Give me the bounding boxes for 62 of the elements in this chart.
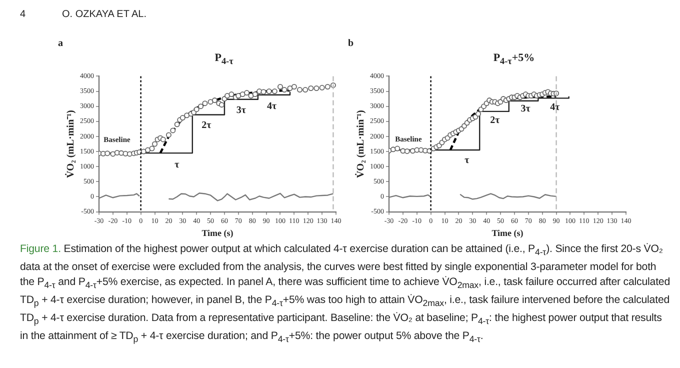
annotation: 2τ (202, 120, 212, 132)
text: O. OZKAYA ET AL. (62, 9, 146, 20)
point (272, 88, 278, 94)
point (308, 86, 314, 92)
point (302, 87, 308, 93)
point (297, 87, 303, 93)
annotation: 3τ (520, 104, 531, 115)
point (277, 84, 283, 90)
point (240, 92, 246, 98)
point (152, 141, 158, 147)
point (394, 146, 400, 152)
point (208, 99, 214, 105)
point (291, 84, 297, 90)
point (324, 84, 330, 90)
text: a (58, 38, 63, 49)
point (166, 132, 172, 138)
point (481, 104, 487, 110)
annotation: τ (464, 154, 470, 166)
chart-title: P$_{4-τ}$+5% (492, 52, 536, 66)
text: 4 (20, 9, 26, 20)
point (287, 86, 293, 92)
point (184, 112, 190, 118)
point (422, 148, 428, 154)
point (110, 151, 116, 157)
point (475, 111, 481, 117)
point (248, 93, 254, 99)
point (314, 86, 320, 92)
point (198, 104, 204, 110)
annotation: τ (174, 160, 180, 171)
annotation: 4τ (266, 100, 277, 112)
point (104, 150, 110, 156)
y-axis-title: V̇O₂ (mL·min⁻¹) (354, 110, 367, 178)
point (260, 89, 266, 95)
point (256, 88, 262, 94)
point (282, 87, 288, 93)
point (228, 92, 234, 98)
point (244, 90, 250, 96)
point (212, 98, 218, 104)
point (145, 147, 151, 153)
point (236, 93, 242, 99)
point (174, 122, 180, 128)
point (194, 106, 200, 112)
chart-title: P$_{4-τ}$ (214, 52, 234, 66)
point (252, 92, 258, 98)
point (224, 93, 230, 99)
x-axis-title: Time (s) (492, 228, 524, 238)
point (218, 102, 224, 108)
annotation: 2τ (490, 115, 500, 126)
text: Figure 1. Estimation of the highest power output at which calculated 4-τ exercise duration can be attained (i.e., P$_{4-τ}$). Since the first 20-s V̇O₂ data at the onset of exercise were excluded from the analysis, the curves were best fitted by single exponential 3-parameter model for both the P$_{4-τ}$ and P$_{4-τ}$+5% exercise, as expected. In panel A, there was sufficient time to achieve V̇O$_{2max}$, i.e., task failure occurred after calculated TD$_{p}$ + 4-τ exercise duration; however, in panel B, the P$_{4-τ}$+5% was too high to attain V̇O$_{2max}$, i.e., task failure intervened before the calculated TD$_{p}$ + 4-τ exercise duration. Data from a representative participant. Baseline: the V̇O₂ at baseline; P$_{4-τ}$: the highest power output that results in the attainment of ≥ TD$_{p}$ + 4-τ exercise duration; and P$_{4-τ}$+5%: the power output 5% above the P$_{4-τ}$. (20, 243, 670, 345)
point (170, 128, 176, 134)
point (202, 100, 208, 106)
point (180, 115, 186, 121)
point (404, 148, 410, 154)
point (149, 146, 155, 152)
y-axis-title: V̇O₂ (mL·min⁻¹) (64, 110, 77, 178)
point (319, 84, 325, 90)
point (266, 88, 272, 94)
x-axis-title: Time (s) (202, 228, 234, 238)
annotation: 4τ (550, 102, 560, 113)
point (160, 136, 166, 142)
annotation: 3τ (236, 105, 246, 116)
text: b (348, 38, 354, 49)
